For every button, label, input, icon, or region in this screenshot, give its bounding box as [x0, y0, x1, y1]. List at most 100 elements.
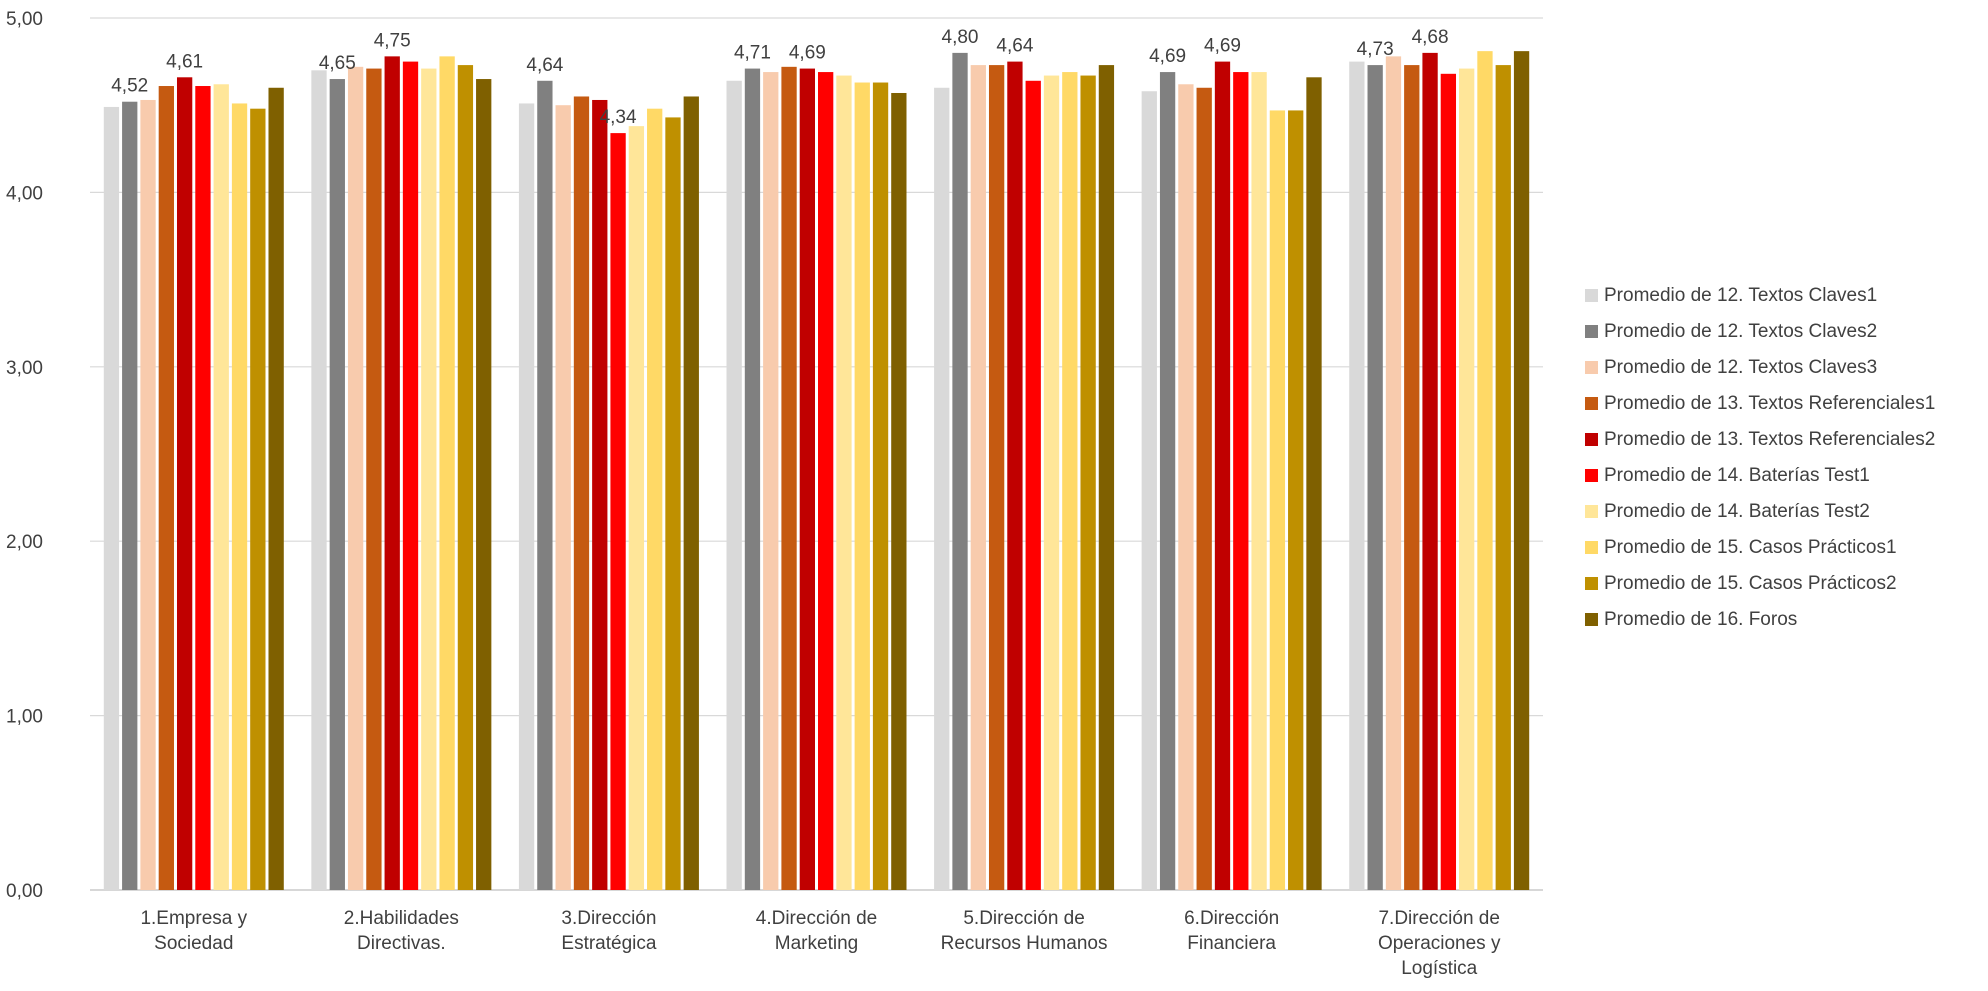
data-label: 4,64: [526, 55, 563, 76]
data-labels: 4,52 4,61 4,65 4,75 4,64 4,34 4,71 4,69 4,80 4,64…: [111, 27, 1448, 128]
bar: [1251, 72, 1267, 890]
y-tick-label: 0,00: [6, 881, 43, 902]
y-tick-label: 4,00: [6, 183, 43, 204]
legend-item[interactable]: Promedio de 12. Textos Claves2: [1585, 321, 1877, 342]
x-tick-label: 1.Empresa y Sociedad: [140, 908, 247, 954]
legend-label: Promedio de 15. Casos Prácticos2: [1604, 573, 1897, 594]
data-label: 4,68: [1412, 27, 1449, 48]
legend-label: Promedio de 16. Foros: [1604, 609, 1797, 630]
bar: [122, 101, 138, 891]
bar: [1459, 68, 1475, 891]
bar: [537, 80, 553, 890]
bar: [1269, 110, 1286, 890]
bar: [1404, 65, 1420, 890]
x-tick-label: 2.Habilidades Directivas.: [344, 908, 459, 954]
legend[interactable]: Promedio de 12. Textos Claves1 Promedio d…: [1585, 285, 1935, 630]
bar: [781, 66, 797, 890]
bar: [665, 117, 681, 890]
bar: [1233, 72, 1249, 890]
bar: [1159, 72, 1176, 890]
bar: [1178, 84, 1194, 891]
legend-item[interactable]: Promedio de 14. Baterías Test2: [1585, 501, 1870, 522]
bar: [854, 82, 870, 890]
legend-item[interactable]: Promedio de 16. Foros: [1585, 609, 1797, 630]
x-axis-ticks: 1.Empresa y Sociedad 2.Habilidades Directiv…: [140, 908, 1501, 979]
legend-label: Promedio de 14. Baterías Test1: [1604, 465, 1870, 486]
bar: [213, 84, 229, 891]
bar: [1495, 65, 1511, 890]
x-tick-label: 7.Dirección de Operaciones y Logística: [1378, 908, 1501, 979]
y-tick-label: 5,00: [6, 9, 43, 30]
bar: [384, 56, 400, 891]
data-label: 4,69: [789, 43, 826, 64]
data-label: 4,52: [111, 76, 148, 97]
bar: [592, 99, 608, 890]
bar: [347, 66, 364, 890]
bar: [250, 108, 266, 891]
legend-item[interactable]: Promedio de 15. Casos Prácticos2: [1585, 573, 1897, 594]
legend-swatch: [1585, 361, 1598, 374]
bar: [231, 103, 248, 891]
legend-label: Promedio de 14. Baterías Test2: [1604, 501, 1870, 522]
bar: [555, 105, 571, 890]
legend-label: Promedio de 12. Textos Claves1: [1604, 285, 1877, 306]
bar: [744, 68, 761, 891]
legend-label: Promedio de 13. Textos Referenciales2: [1604, 429, 1935, 450]
bar: [1367, 65, 1383, 890]
x-tick-label: 5.Dirección de Recursos Humanos: [941, 908, 1108, 954]
y-tick-label: 2,00: [6, 532, 43, 553]
y-tick-label: 1,00: [6, 707, 43, 728]
gridlines: [90, 17, 1543, 891]
data-label: 4,69: [1204, 36, 1241, 57]
bar: [1306, 77, 1322, 890]
bar: [1141, 91, 1157, 891]
bar: [872, 82, 889, 890]
legend-swatch: [1585, 469, 1598, 482]
bar: [610, 133, 626, 890]
bar: [573, 96, 590, 891]
bar: [1007, 61, 1023, 891]
legend-label: Promedio de 13. Textos Referenciales1: [1604, 393, 1935, 414]
legend-item[interactable]: Promedio de 13. Textos Referenciales2: [1585, 429, 1935, 450]
y-tick-label: 3,00: [6, 358, 43, 379]
legend-item[interactable]: Promedio de 12. Textos Claves1: [1585, 285, 1877, 306]
data-label: 4,64: [996, 36, 1033, 57]
bar: [836, 75, 852, 890]
y-axis-ticks: 0,00 1,00 2,00 3,00 4,00 5,00: [6, 9, 43, 902]
bar: [952, 52, 968, 890]
bar: [628, 126, 645, 891]
bar: [329, 79, 345, 891]
bar: [818, 72, 834, 890]
bar: [1080, 75, 1096, 890]
legend-item[interactable]: Promedio de 13. Textos Referenciales1: [1585, 393, 1935, 414]
bar: [683, 96, 699, 891]
bar: [421, 68, 437, 891]
legend-swatch: [1585, 289, 1598, 302]
bar: [1385, 56, 1402, 891]
data-label: 4,75: [374, 30, 411, 51]
bar: [763, 72, 779, 890]
bar: [891, 92, 907, 890]
bar: [1196, 87, 1212, 890]
legend-item[interactable]: Promedio de 14. Baterías Test1: [1585, 465, 1870, 486]
legend-swatch: [1585, 577, 1598, 590]
bar: [1214, 61, 1231, 891]
bar: [1098, 65, 1115, 890]
bars: [103, 51, 1530, 891]
legend-item[interactable]: Promedio de 15. Casos Prácticos1: [1585, 537, 1897, 558]
legend-item[interactable]: Promedio de 12. Textos Claves3: [1585, 357, 1877, 378]
bar: [476, 79, 492, 891]
legend-label: Promedio de 12. Textos Claves2: [1604, 321, 1877, 342]
x-tick-label: 4.Dirección de Marketing: [756, 908, 877, 954]
bar: [268, 87, 284, 890]
bar: [1440, 73, 1457, 891]
bar: [1043, 75, 1060, 890]
bar: [726, 80, 742, 890]
bar: [158, 86, 174, 891]
legend-swatch: [1585, 505, 1598, 518]
legend-swatch: [1585, 541, 1598, 554]
bar: [402, 61, 419, 891]
bar: [1349, 61, 1365, 891]
bar: [988, 65, 1005, 890]
